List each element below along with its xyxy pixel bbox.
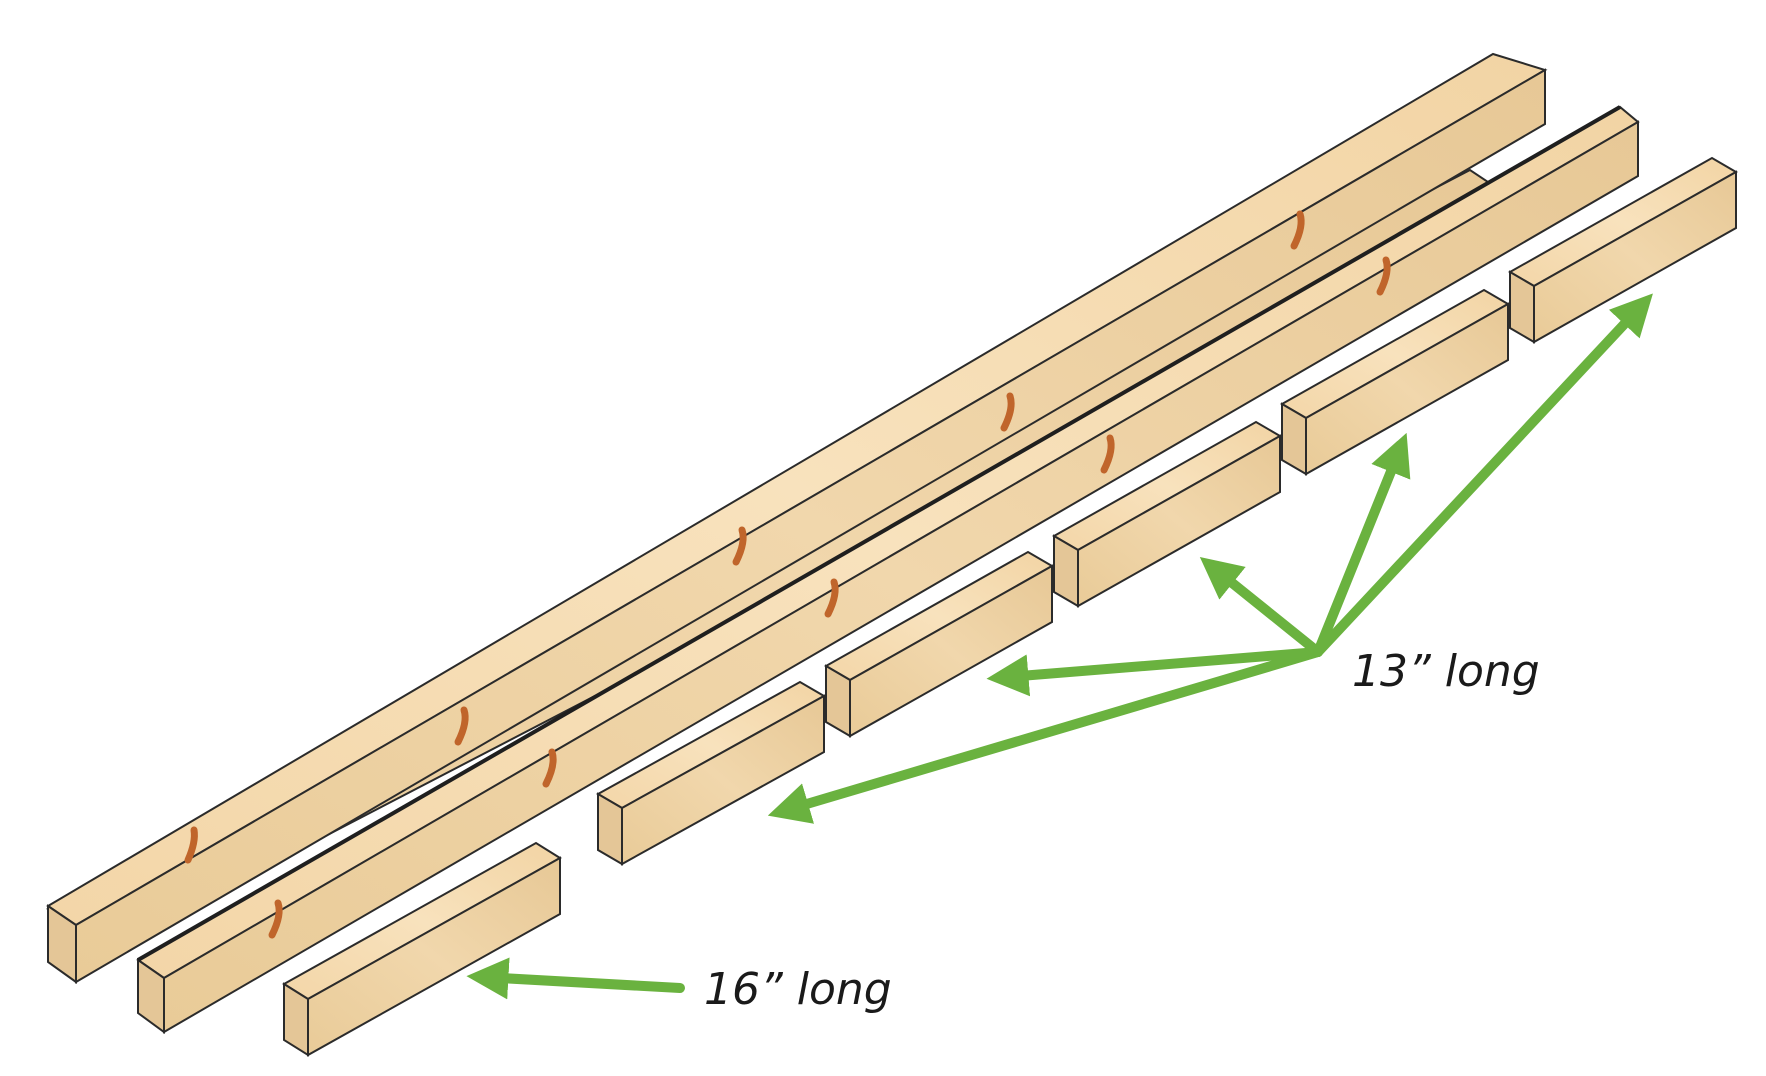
knot-mark [268,899,283,939]
label-16-long: 16” long [704,964,892,1015]
label-13-long: 13” long [1352,646,1540,697]
end-piece [282,841,562,1057]
knot-mark [1000,392,1015,432]
short-piece-4 [1279,288,1511,476]
arrow-to-piece-5 [1313,293,1653,657]
knot-mark [1376,256,1391,296]
arrow-to-piece-3 [1199,556,1323,657]
knot-mark [1100,434,1115,474]
short-piece-3 [1051,420,1283,608]
knot-mark [1290,210,1305,250]
knot-mark [542,748,557,788]
long-board-front [136,105,1640,1034]
short-piece-2 [823,550,1055,738]
long-board-back [46,52,1548,984]
knot-mark [732,526,747,566]
arrow-to-end-piece [466,957,685,1000]
knot-mark [824,578,839,618]
knot-mark [454,706,469,746]
short-piece-1 [595,680,827,866]
knot-mark [184,826,198,864]
callout-arrows-13 [767,293,1653,824]
arrow-to-piece-4 [1313,432,1411,657]
short-piece-5 [1507,156,1739,344]
arrow-to-piece-1 [767,647,1323,824]
callout-arrow-16 [466,957,685,1000]
arrow-to-piece-2 [986,647,1323,697]
